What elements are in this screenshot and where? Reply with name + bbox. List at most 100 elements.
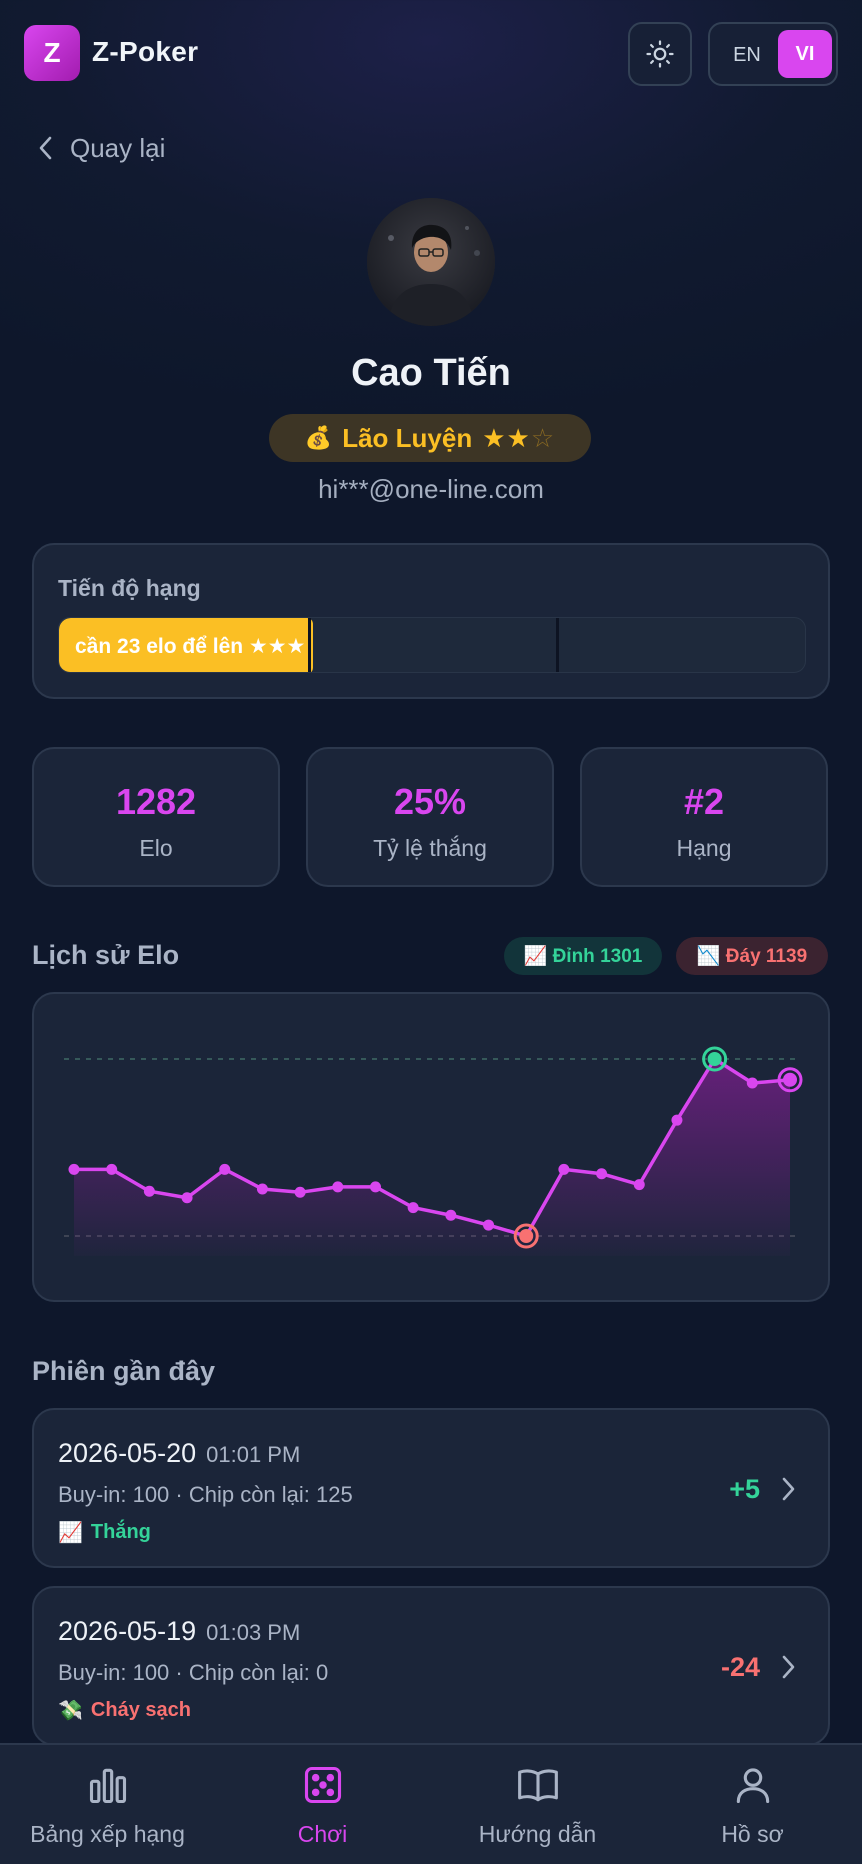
profile-name: Cao Tiến	[351, 352, 511, 394]
data-point	[143, 1185, 155, 1197]
chart-increasing-icon: 📈	[58, 1522, 83, 1544]
peak-badge: 📈 Đỉnh 1301	[504, 937, 662, 975]
low-marker-ring	[513, 1223, 539, 1249]
session-date: 2026-05-20	[58, 1438, 197, 1468]
data-point	[633, 1179, 645, 1191]
session-result-label: Cháy sạch	[90, 1699, 191, 1721]
chevron-right-icon	[782, 1477, 795, 1501]
progress-fill	[59, 618, 313, 672]
data-point	[294, 1186, 306, 1198]
elo-line	[74, 1057, 791, 1238]
data-point	[332, 1181, 344, 1193]
session-time: 01:03 PM	[206, 1620, 301, 1645]
stat-elo: 1282 Elo	[32, 747, 280, 887]
rank-badge: 💰 Lão Luyện ★★☆	[269, 414, 591, 462]
chevron-left-icon	[39, 136, 52, 160]
session-result: 📈 Thắng	[58, 1520, 151, 1545]
lang-vi-button[interactable]: VI	[778, 30, 832, 78]
theme-toggle-button[interactable]	[628, 22, 692, 86]
elo-line-chart	[64, 1046, 803, 1256]
user-icon	[736, 1768, 769, 1804]
nav-leaderboard[interactable]: Bảng xếp hạng	[0, 1745, 215, 1864]
data-point	[783, 1072, 797, 1087]
peak-marker-ring	[702, 1046, 728, 1072]
progress-title: Tiến độ hạng	[58, 575, 201, 601]
stat-rank: #2 Hạng	[580, 747, 828, 887]
nav-label: Bảng xếp hạng	[30, 1821, 185, 1847]
lang-en-button[interactable]: EN	[733, 43, 761, 66]
session-meta: Buy-in: 100 · Chip còn lại: 0	[58, 1660, 329, 1685]
session-result-label: Thắng	[90, 1521, 151, 1543]
stat-value: #2	[683, 781, 725, 822]
nav-label: Hồ sơ	[721, 1821, 784, 1847]
app-header: Z Z-Poker EN VI	[0, 0, 862, 106]
empty-stars: ☆	[530, 422, 556, 453]
language-switcher: EN VI	[708, 22, 838, 86]
elo-chart-card	[32, 992, 830, 1302]
app-brand: Z-Poker	[92, 36, 199, 67]
progress-tick	[308, 618, 311, 672]
data-point	[256, 1183, 268, 1195]
data-point	[407, 1202, 419, 1214]
stat-label: Elo	[139, 835, 173, 861]
bar-chart-icon	[89, 1768, 126, 1804]
stat-label: Tỷ lệ thắng	[373, 835, 487, 861]
nav-guide[interactable]: Hướng dẫn	[430, 1745, 645, 1864]
recent-sessions-title: Phiên gần đây	[32, 1356, 216, 1386]
dice-icon	[304, 1766, 341, 1804]
chevron-right-icon	[782, 1655, 795, 1679]
app-logo[interactable]: Z	[24, 25, 80, 81]
data-point	[181, 1192, 193, 1204]
session-elo-delta: -24	[720, 1652, 760, 1682]
data-point	[596, 1168, 608, 1180]
avatar	[367, 198, 495, 326]
data-point	[746, 1077, 758, 1089]
low-badge: 📉 Đáy 1139	[676, 937, 828, 975]
session-elo-delta: +5	[729, 1474, 760, 1504]
session-time: 01:01 PM	[206, 1442, 301, 1467]
stat-label: Hạng	[676, 835, 732, 861]
data-point	[445, 1209, 457, 1221]
session-date-line: 2026-05-20 01:01 PM	[58, 1438, 300, 1469]
data-point	[671, 1114, 683, 1126]
elo-history-title: Lịch sử Elo	[32, 940, 180, 970]
money-bag-icon: 💰	[304, 425, 333, 450]
nav-play[interactable]: Chơi	[215, 1745, 430, 1864]
back-label: Quay lại	[70, 132, 166, 163]
session-date-line: 2026-05-19 01:03 PM	[58, 1616, 300, 1647]
data-point	[558, 1163, 570, 1175]
data-point	[68, 1163, 80, 1175]
session-card[interactable]: 2026-05-20 01:01 PM Buy-in: 100 · Chip cò…	[32, 1408, 830, 1568]
rank-stars: ★★☆	[482, 423, 555, 454]
session-card[interactable]: 2026-05-19 01:03 PM Buy-in: 100 · Chip cò…	[32, 1586, 830, 1746]
session-meta: Buy-in: 100 · Chip còn lại: 125	[58, 1482, 353, 1507]
back-button[interactable]: Quay lại	[36, 128, 165, 168]
stat-win-rate: 25% Tỷ lệ thắng	[306, 747, 554, 887]
book-icon	[517, 1769, 558, 1802]
elo-area	[74, 1059, 790, 1256]
data-point	[106, 1163, 118, 1175]
data-point	[219, 1163, 231, 1175]
current-marker-ring	[777, 1067, 803, 1093]
progress-fill-label: cần 23 elo để lên ★★★	[75, 634, 306, 658]
logo-letter: Z	[43, 37, 61, 68]
money-wings-icon: 💸	[58, 1700, 83, 1722]
sun-icon	[646, 40, 674, 68]
session-result: 💸 Cháy sạch	[58, 1698, 191, 1723]
nav-label: Hướng dẫn	[478, 1821, 597, 1847]
stat-value: 25%	[393, 781, 467, 822]
session-date: 2026-05-19	[58, 1616, 197, 1646]
nav-label: Chơi	[297, 1821, 348, 1847]
stat-value: 1282	[115, 781, 197, 822]
bottom-nav: Bảng xếp hạng Chơi Hướng dẫn Hồ sơ	[0, 1743, 862, 1864]
progress-track: cần 23 elo để lên ★★★	[58, 617, 806, 673]
nav-profile[interactable]: Hồ sơ	[645, 1745, 860, 1864]
data-point	[483, 1219, 495, 1231]
data-point	[369, 1181, 381, 1193]
peak-point	[707, 1052, 722, 1066]
low-point	[519, 1229, 534, 1243]
avatar-photo	[367, 198, 495, 326]
rank-progress-card: Tiến độ hạng cần 23 elo để lên ★★★	[32, 543, 830, 699]
profile-email: hi***@one-line.com	[318, 474, 544, 504]
rank-label: Lão Luyện	[342, 422, 473, 453]
